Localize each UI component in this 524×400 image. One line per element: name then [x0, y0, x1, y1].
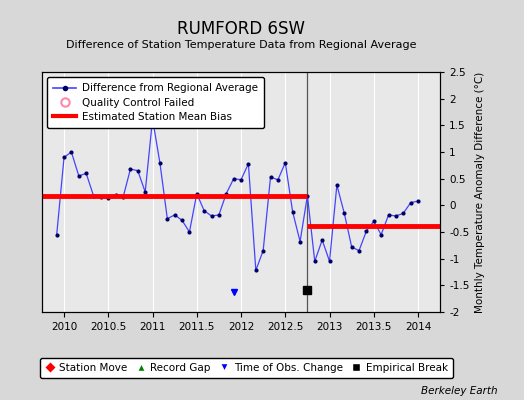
Legend: Station Move, Record Gap, Time of Obs. Change, Empirical Break: Station Move, Record Gap, Time of Obs. C…: [39, 358, 453, 378]
Text: RUMFORD 6SW: RUMFORD 6SW: [177, 20, 305, 38]
Text: Difference of Station Temperature Data from Regional Average: Difference of Station Temperature Data f…: [66, 40, 416, 50]
Y-axis label: Monthly Temperature Anomaly Difference (°C): Monthly Temperature Anomaly Difference (…: [475, 71, 485, 313]
Legend: Difference from Regional Average, Quality Control Failed, Estimated Station Mean: Difference from Regional Average, Qualit…: [47, 77, 264, 128]
Text: Berkeley Earth: Berkeley Earth: [421, 386, 498, 396]
